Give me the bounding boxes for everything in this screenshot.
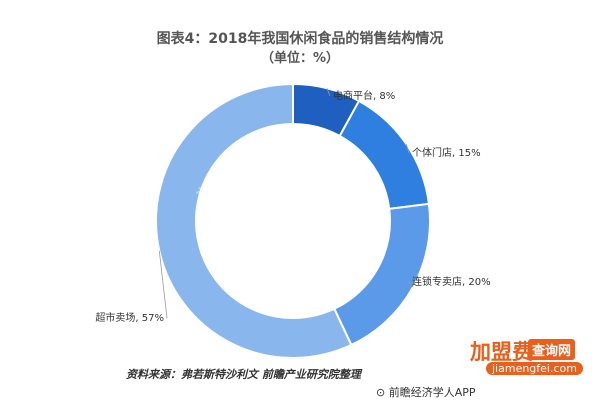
leader-line-4 [158, 250, 168, 319]
slice-label-3: 连锁专卖店, 20% [412, 275, 491, 288]
brand-text: 前瞻经济学人APP [388, 386, 476, 399]
chart-unit: （单位：%） [260, 51, 340, 66]
watermark-logo-badge: 查询网 [528, 339, 576, 360]
leader-line-2 [405, 143, 410, 154]
brand-icon: ⊙ [376, 386, 386, 399]
watermark-logo-text: 加盟费 [470, 340, 533, 364]
donut-slice-4 [155, 82, 353, 359]
chart-title: 图表4：2018年我国休闲食品的销售结构情况 [156, 31, 444, 47]
donut-slice-3 [332, 202, 431, 347]
donut-slices [155, 82, 431, 359]
label-leaders [158, 88, 414, 319]
footer-brand: ⊙ 前瞻经济学人APP [376, 384, 476, 400]
source-note: 资料来源：弗若斯特沙利文 前瞻产业研究院整理 [126, 368, 361, 381]
slice-label-1: 电商平台, 8% [333, 89, 395, 102]
watermark-logo-url: jiamengfei.com [486, 362, 583, 375]
slice-label-4: 超市卖场, 57% [95, 311, 164, 324]
leader-line-1 [326, 88, 331, 97]
leader-line-3 [408, 281, 414, 288]
watermark-logo: 加盟费 查询网 jiamengfei.com [470, 336, 596, 382]
slice-label-2: 个体门店, 15% [412, 146, 481, 159]
